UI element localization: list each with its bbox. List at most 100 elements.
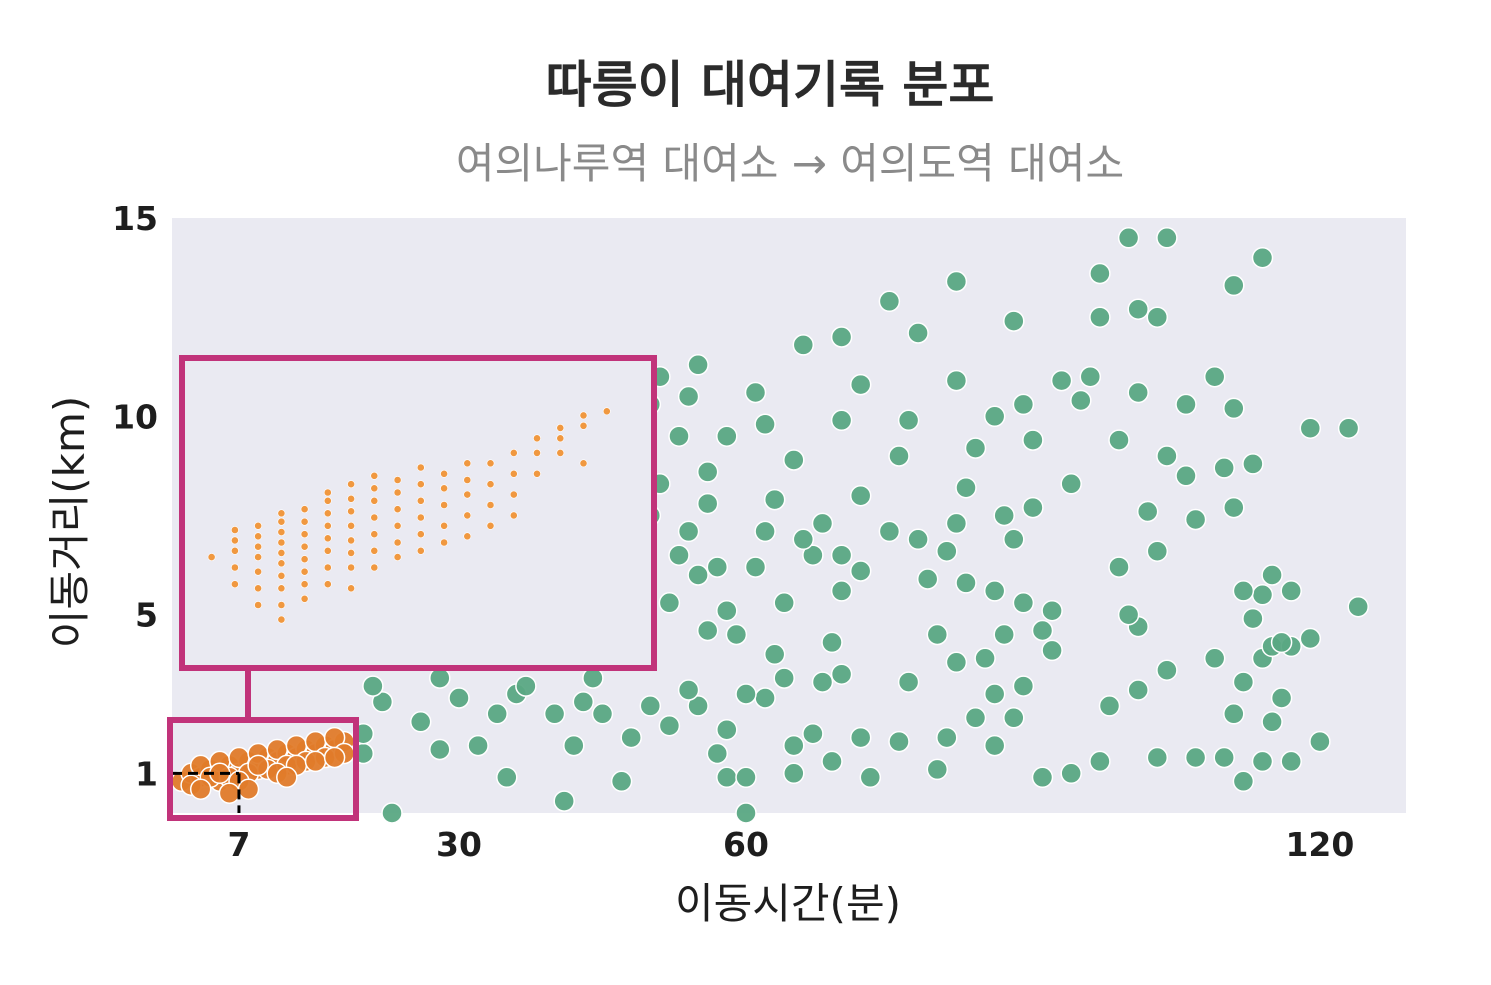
inset-point bbox=[602, 407, 611, 416]
green-point bbox=[821, 750, 843, 773]
green-point bbox=[974, 647, 996, 670]
green-point bbox=[696, 492, 719, 515]
inset-point bbox=[300, 567, 309, 576]
green-point bbox=[744, 556, 767, 578]
inset-point bbox=[230, 580, 239, 589]
green-point bbox=[1223, 703, 1245, 725]
inset-point bbox=[277, 559, 286, 568]
inset-point bbox=[509, 511, 518, 520]
inset-point bbox=[370, 471, 379, 480]
inset-point bbox=[579, 421, 588, 430]
green-point bbox=[849, 373, 872, 396]
green-point bbox=[1003, 707, 1025, 729]
green-point bbox=[993, 623, 1015, 646]
green-point bbox=[725, 623, 748, 646]
green-point bbox=[1184, 508, 1207, 531]
inset-point bbox=[300, 505, 309, 514]
green-point bbox=[1299, 627, 1322, 650]
green-point bbox=[983, 580, 1006, 602]
inset-point bbox=[300, 580, 309, 589]
green-point bbox=[955, 476, 977, 499]
inset-point bbox=[393, 553, 402, 561]
green-point bbox=[687, 695, 709, 717]
green-point bbox=[687, 564, 709, 586]
green-point bbox=[429, 667, 451, 689]
green-point bbox=[448, 687, 470, 709]
green-point bbox=[1136, 500, 1159, 523]
orange-point bbox=[304, 750, 327, 773]
orange-point bbox=[237, 778, 260, 800]
x-tick-label: 7 bbox=[227, 825, 250, 864]
green-point bbox=[802, 544, 824, 566]
green-point bbox=[792, 528, 815, 551]
green-point bbox=[773, 667, 795, 689]
inset-point bbox=[556, 423, 565, 432]
green-point bbox=[1232, 770, 1255, 793]
green-point bbox=[677, 385, 700, 408]
inset-point bbox=[347, 480, 355, 489]
green-point bbox=[620, 726, 642, 749]
inset-point bbox=[463, 476, 472, 484]
green-point bbox=[362, 675, 384, 697]
green-point bbox=[1146, 540, 1169, 562]
chart-title: 따릉이 대여기록 분포 bbox=[546, 56, 995, 114]
inset-point bbox=[254, 532, 262, 541]
green-point bbox=[1012, 592, 1035, 614]
inset-point bbox=[347, 536, 355, 545]
green-point bbox=[515, 675, 537, 697]
inset-point bbox=[254, 521, 262, 530]
green-point bbox=[381, 802, 403, 824]
inset-point bbox=[416, 513, 425, 522]
green-point bbox=[553, 790, 575, 812]
inset-point bbox=[323, 580, 332, 589]
inset-point bbox=[323, 563, 332, 572]
green-point bbox=[1156, 445, 1178, 467]
green-point bbox=[563, 734, 585, 757]
green-point bbox=[658, 714, 681, 737]
orange-point bbox=[323, 746, 346, 769]
inset-point bbox=[323, 488, 332, 497]
green-point bbox=[1203, 647, 1226, 670]
green-point bbox=[610, 770, 633, 793]
green-point bbox=[1242, 453, 1264, 475]
green-point bbox=[763, 643, 786, 666]
green-point bbox=[945, 651, 968, 674]
inset-point bbox=[300, 530, 309, 539]
green-point bbox=[744, 381, 767, 404]
green-point bbox=[716, 425, 738, 447]
green-point bbox=[1117, 227, 1140, 249]
green-point bbox=[668, 425, 690, 447]
green-point bbox=[677, 520, 700, 543]
green-point bbox=[926, 758, 949, 781]
green-point bbox=[983, 734, 1006, 757]
green-point bbox=[945, 369, 968, 392]
green-point bbox=[983, 683, 1006, 705]
inset-point bbox=[463, 459, 472, 468]
y-tick-label: 5 bbox=[135, 596, 158, 635]
green-point bbox=[897, 409, 920, 432]
inset-point bbox=[277, 571, 286, 580]
green-point bbox=[783, 449, 805, 471]
green-point bbox=[716, 718, 738, 741]
green-point bbox=[639, 695, 662, 717]
x-tick-label: 30 bbox=[436, 825, 482, 864]
inset-point bbox=[300, 594, 309, 603]
inset-point bbox=[323, 496, 332, 505]
green-point bbox=[821, 631, 843, 654]
green-point bbox=[1270, 687, 1293, 709]
main-points-layer bbox=[170, 227, 1369, 824]
inset-point bbox=[416, 530, 425, 539]
inset-point bbox=[254, 601, 262, 609]
inset-point bbox=[277, 601, 286, 609]
green-point bbox=[467, 734, 489, 757]
inset-point bbox=[323, 546, 332, 555]
green-point bbox=[993, 504, 1015, 527]
inset-point bbox=[347, 584, 355, 593]
green-point bbox=[687, 354, 709, 376]
green-point bbox=[830, 409, 853, 432]
green-point bbox=[591, 703, 614, 725]
green-point bbox=[1003, 528, 1025, 551]
inset-point bbox=[254, 553, 262, 561]
green-point bbox=[1060, 762, 1082, 785]
inset-point bbox=[440, 484, 448, 493]
